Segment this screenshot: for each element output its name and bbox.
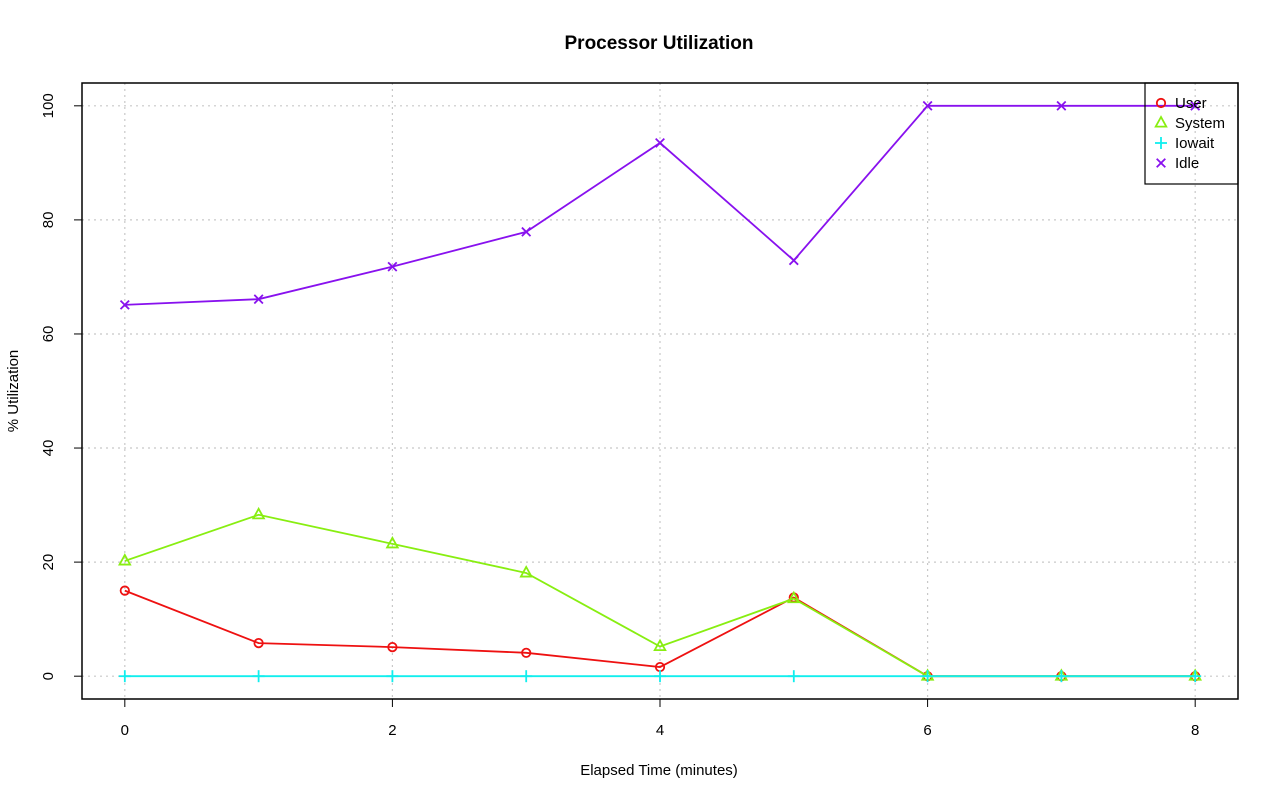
point-system-4 — [653, 638, 667, 652]
legend-marker-idle — [1156, 158, 1166, 168]
legend-item-iowait: Iowait — [1155, 135, 1215, 152]
series-layer — [117, 100, 1203, 683]
point-iowait-4 — [654, 670, 666, 683]
x-axis-label: Elapsed Time (minutes) — [580, 762, 738, 779]
point-iowait-8 — [1189, 670, 1202, 683]
point-iowait-7 — [1055, 670, 1068, 683]
point-iowait-0 — [118, 670, 131, 683]
point-user-3 — [521, 647, 532, 658]
legend: User System Iowait Idle — [1144, 82, 1239, 185]
point-user-2 — [387, 641, 398, 653]
point-idle-7 — [1056, 100, 1067, 111]
point-idle-2 — [387, 261, 398, 272]
point-system-3 — [519, 565, 534, 578]
point-iowait-6 — [921, 670, 934, 683]
chart-title: Processor Utilization — [565, 33, 754, 54]
legend-marker-user — [1155, 97, 1167, 109]
y-tick-label-100: 100 — [40, 93, 57, 118]
legend-label-user: User — [1175, 95, 1207, 112]
y-tick-label-0: 0 — [40, 672, 57, 680]
point-system-2 — [385, 535, 400, 549]
point-system-0 — [117, 553, 132, 566]
point-idle-6 — [922, 100, 933, 111]
y-tick-label-80: 80 — [40, 212, 57, 229]
x-tick-label-6: 6 — [923, 722, 931, 739]
legend-marker-iowait — [1155, 137, 1167, 149]
x-tick-label-4: 4 — [656, 722, 664, 739]
legend-marker-system — [1154, 115, 1168, 128]
x-tick-label-2: 2 — [388, 722, 396, 739]
legend-label-system: System — [1175, 115, 1225, 132]
legend-label-iowait: Iowait — [1175, 135, 1215, 152]
series-line-system — [124, 513, 1196, 678]
y-axis-label: % Utilization — [5, 350, 22, 433]
point-iowait-2 — [386, 670, 399, 683]
point-idle-8 — [1190, 100, 1201, 111]
y-tick-label-20: 20 — [40, 554, 57, 571]
point-idle-4 — [655, 137, 665, 148]
legend-item-idle: Idle — [1156, 155, 1199, 172]
x-tick-label-8: 8 — [1191, 722, 1199, 739]
x-tick-label-0: 0 — [121, 722, 129, 739]
series-iowait — [118, 670, 1202, 683]
point-user-0 — [119, 585, 130, 596]
point-idle-3 — [521, 226, 532, 237]
point-iowait-5 — [787, 670, 800, 683]
point-idle-0 — [119, 299, 130, 310]
point-user-1 — [253, 638, 264, 649]
y-tick-label-40: 40 — [40, 440, 57, 457]
point-iowait-3 — [520, 670, 533, 683]
point-idle-5 — [788, 255, 799, 266]
x-axis: 0 2 4 6 8 — [121, 698, 1199, 739]
y-axis: 0 20 40 60 80 100 — [40, 93, 83, 680]
series-idle — [119, 100, 1201, 310]
legend-label-idle: Idle — [1175, 155, 1199, 172]
legend-item-system: System — [1154, 115, 1225, 132]
point-iowait-1 — [252, 670, 265, 683]
legend-box — [1144, 82, 1239, 185]
point-system-5 — [786, 590, 801, 604]
y-tick-label-60: 60 — [40, 326, 57, 343]
point-idle-1 — [253, 294, 264, 305]
point-system-1 — [251, 506, 266, 520]
legend-item-user: User — [1155, 95, 1207, 112]
grid-lines — [82, 83, 1238, 699]
